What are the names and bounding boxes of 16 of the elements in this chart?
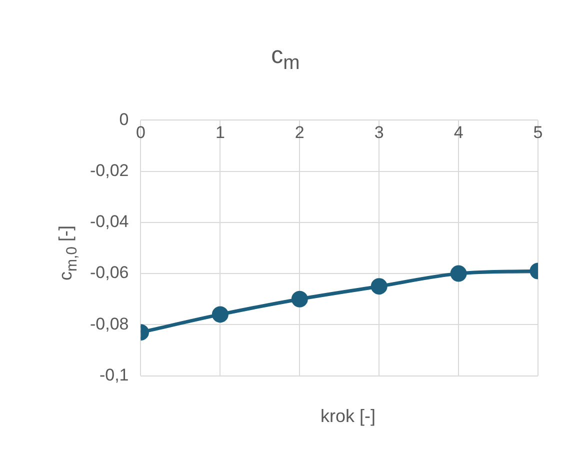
y-tick-label: -0,04: [90, 212, 129, 232]
x-tick-label: 1: [215, 123, 225, 142]
chart-title: c$_{m}$: [270, 42, 301, 75]
x-tick-label: 4: [454, 123, 464, 142]
y-tick-label: -0,02: [90, 161, 129, 180]
y-tick-label: -0,1: [99, 365, 129, 384]
x-tick-label: 5: [533, 123, 543, 142]
y-tick-label: -0,08: [90, 314, 129, 334]
y-tick-label: 0: [119, 110, 129, 129]
x-tick-label: 0: [136, 123, 146, 142]
point: [370, 278, 388, 295]
y-tick-label: -0,06: [90, 263, 129, 282]
x-tick-label: 3: [374, 123, 384, 142]
x-axis-title: krok [-]: [319, 406, 376, 427]
x-tick-label: 2: [294, 123, 304, 142]
point: [291, 290, 308, 308]
